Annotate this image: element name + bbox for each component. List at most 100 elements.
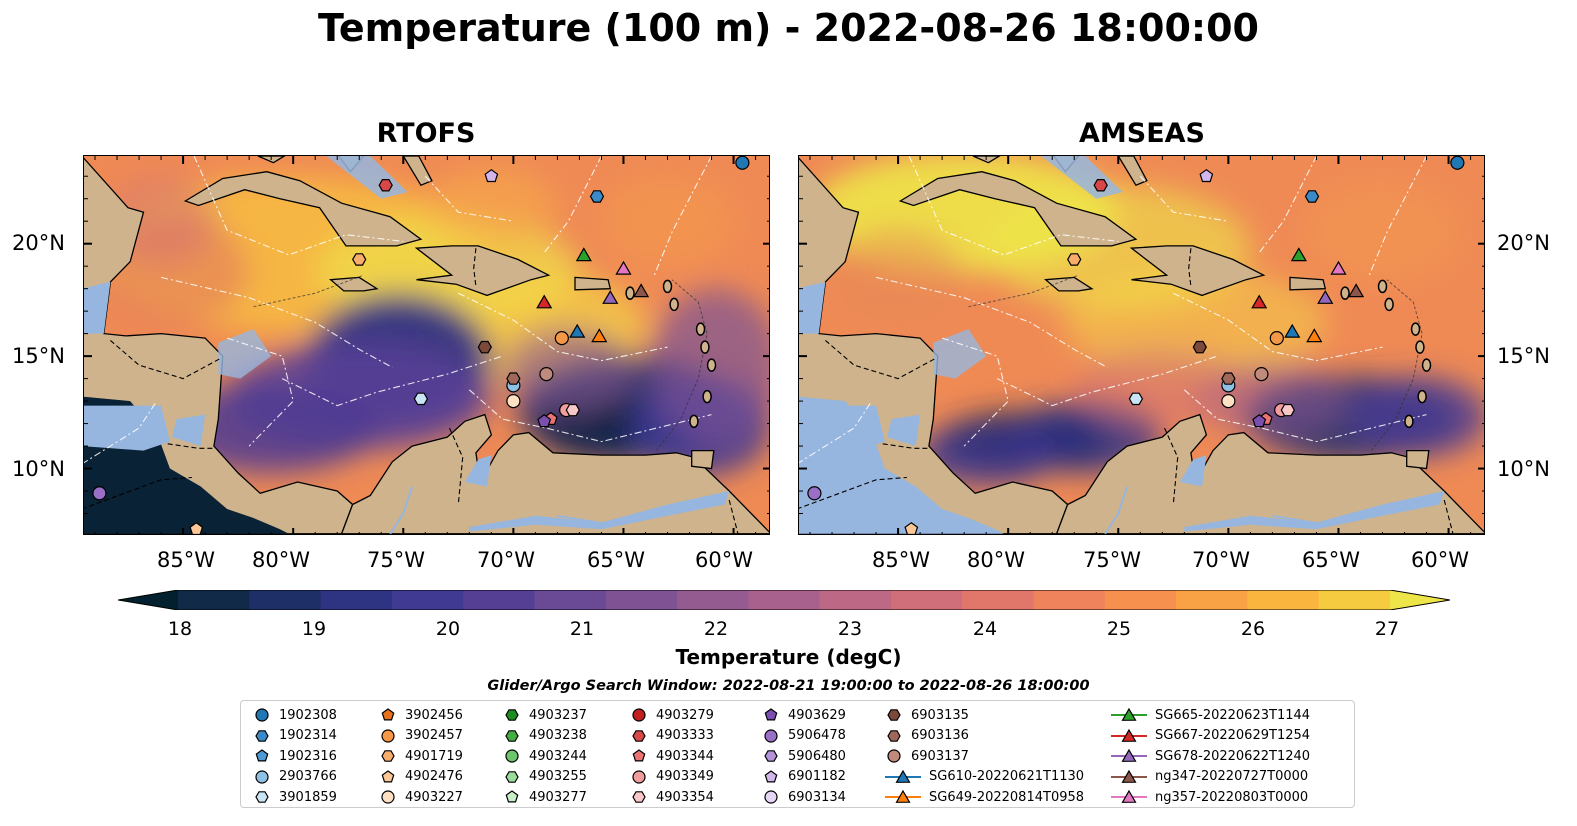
- triangle-icon: [895, 790, 911, 804]
- lat-label-15n-right: 15°N: [1497, 344, 1550, 368]
- land: [898, 171, 1138, 247]
- legend-item: 4903279: [630, 705, 714, 725]
- island: [1404, 414, 1414, 429]
- eez-boundary: [281, 355, 503, 407]
- country-border: [448, 427, 464, 505]
- legend-item: 4903244: [503, 746, 587, 766]
- legend-marker: [764, 770, 778, 783]
- observation-marker: [413, 392, 429, 406]
- legend-label: SG678-20220622T1240: [1155, 748, 1311, 764]
- legend-item: 3902456: [379, 705, 463, 725]
- hexagon-icon: [255, 729, 269, 742]
- land: [402, 156, 433, 187]
- lon-label-85w: 85°W: [157, 548, 215, 572]
- circle-icon: [632, 770, 646, 784]
- observation-marker: [484, 168, 499, 183]
- observation-marker: [1330, 260, 1347, 275]
- legend-marker: [505, 749, 519, 763]
- observation-marker: [589, 190, 605, 203]
- observation-marker: [1290, 247, 1307, 262]
- observation-marker: [1199, 168, 1214, 183]
- legend-marker: [885, 790, 921, 804]
- triangle-icon: [1121, 748, 1137, 763]
- colorbar-segment: [1247, 590, 1320, 610]
- legend-marker: [255, 749, 269, 762]
- colorbar-graphic: [117, 589, 1451, 611]
- legend-marker: [255, 791, 269, 804]
- legend-marker: [764, 728, 778, 743]
- legend-item: SG667-20220629T1254: [1111, 726, 1310, 746]
- island: [689, 414, 699, 429]
- eez-boundary: [996, 355, 1218, 407]
- legend-marker: [505, 770, 519, 783]
- land: [1289, 276, 1327, 291]
- inland-water: [172, 414, 206, 447]
- colorbar-tick: 20: [435, 618, 461, 640]
- observation-marker: [537, 414, 552, 428]
- inland-water: [887, 414, 921, 447]
- legend-item: 6903137: [885, 746, 969, 766]
- circle-icon: [255, 770, 269, 784]
- eez-boundary: [1139, 175, 1229, 222]
- legend-label: 4903237: [529, 707, 587, 723]
- legend-label: 5906478: [788, 728, 846, 744]
- island: [695, 322, 706, 336]
- lon-label-60w: 60°W: [695, 548, 753, 572]
- pentagon-icon: [381, 770, 395, 783]
- legend-marker: [381, 770, 395, 783]
- pentagon-icon: [505, 790, 519, 803]
- legend-label: 1902308: [279, 707, 337, 723]
- legend-marker: [764, 790, 778, 804]
- legend-label: 4903349: [656, 769, 714, 785]
- search-window-text: Glider/Argo Search Window: 2022-08-21 19…: [487, 678, 1090, 694]
- island: [625, 286, 635, 300]
- legend-item: 6903135: [885, 705, 969, 725]
- triangle-icon: [1121, 769, 1137, 783]
- island: [702, 389, 712, 404]
- legend-item: SG649-20220814T0958: [885, 787, 1084, 807]
- bathymetry-contour: [968, 274, 1079, 308]
- legend-marker: [505, 790, 519, 803]
- colorbar-tick: 23: [837, 618, 863, 640]
- legend-label: 4903238: [529, 728, 587, 744]
- map-rtofs[interactable]: [83, 155, 770, 535]
- observation-marker: [565, 403, 580, 417]
- river: [1272, 508, 1388, 526]
- legend-item: 3902457: [379, 726, 463, 746]
- observation-marker: [536, 294, 553, 309]
- pentagon-icon: [632, 749, 646, 762]
- colorbar-segment: [677, 590, 749, 610]
- map-amseas[interactable]: [798, 155, 1485, 535]
- eez-boundary: [468, 389, 712, 443]
- land: [183, 171, 423, 247]
- colorbar-segment: [1033, 590, 1106, 610]
- map-canvas: [84, 156, 769, 534]
- legend-item: 4903238: [503, 726, 587, 746]
- legend-label: 4903344: [656, 748, 714, 764]
- colorbar-segment: [819, 590, 892, 610]
- country-border: [110, 339, 221, 380]
- observation-marker: [1192, 340, 1207, 354]
- country-border: [799, 476, 907, 509]
- eez-boundary: [1368, 156, 1427, 276]
- legend-marker: [632, 749, 646, 762]
- island: [706, 358, 717, 372]
- colorbar-tick: 21: [569, 618, 595, 640]
- inland-water: [84, 281, 111, 334]
- inland-water: [84, 405, 170, 451]
- observation-marker: [477, 340, 492, 354]
- lon-label-75w: 75°W: [367, 548, 425, 572]
- legend-item: SG665-20220623T1144: [1111, 705, 1310, 725]
- legend-label: 4902476: [405, 769, 463, 785]
- legend: 1902308 1902314 1902316 2903766 3901859 39024…: [240, 700, 1355, 808]
- observation-marker: [1348, 283, 1365, 298]
- country-border: [882, 443, 929, 449]
- eez-boundary: [908, 156, 1119, 256]
- eez-boundary: [458, 292, 668, 362]
- legend-marker: [381, 750, 395, 762]
- panel-title-amseas: AMSEAS: [1079, 118, 1205, 149]
- legend-marker: [505, 709, 519, 721]
- legend-item: 2903766: [253, 767, 337, 787]
- legend-item: 4903344: [630, 746, 714, 766]
- shelf-water: [933, 329, 987, 379]
